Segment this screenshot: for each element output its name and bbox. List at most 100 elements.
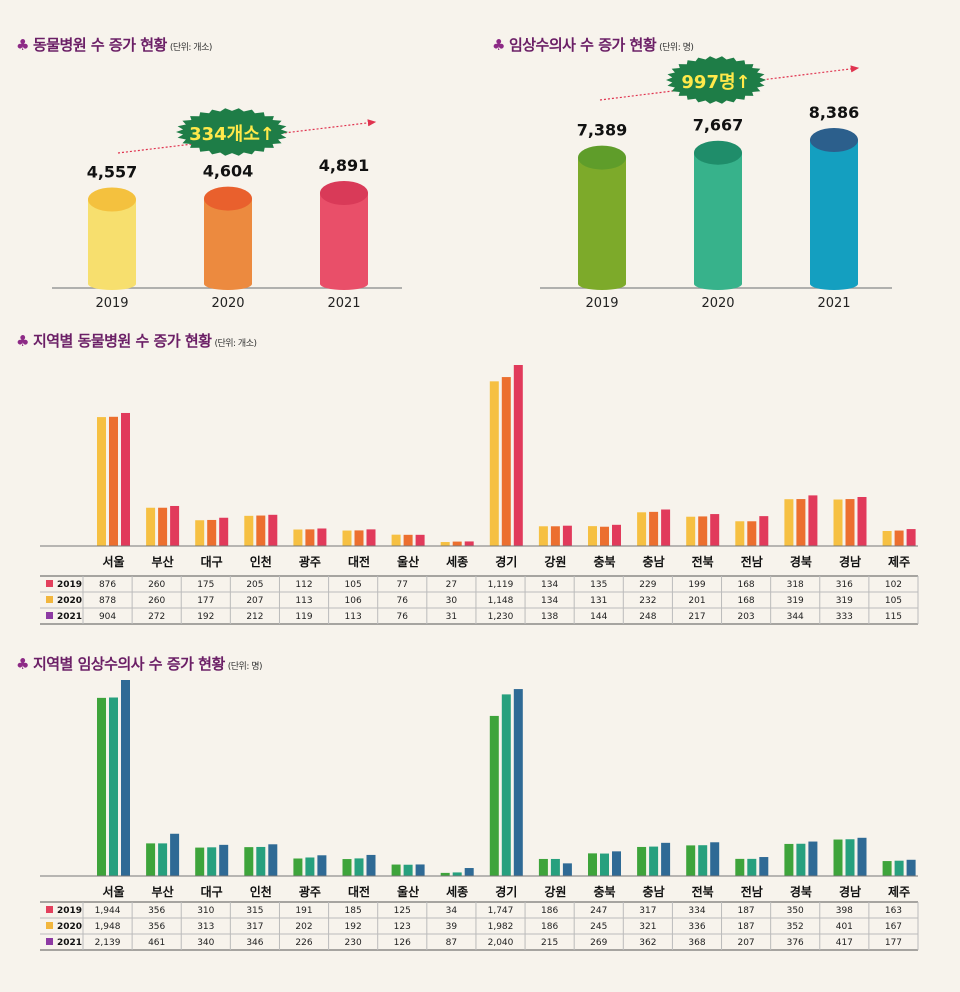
region-vet-bar-인천-2021 xyxy=(268,844,278,876)
region-vet-bar-충남-2019 xyxy=(637,846,647,876)
region-hospital-table-cell: 131 xyxy=(590,596,607,606)
region-hospital-bar-경남-2021 xyxy=(857,496,867,546)
vet-cylinder-top xyxy=(694,140,742,165)
region-hospital-bar-대구-2019 xyxy=(195,520,205,546)
region-vet-table-cell: 401 xyxy=(836,922,853,932)
region-vet-bar-울산-2021 xyxy=(415,864,425,876)
region-hospital-bar-전북-2019 xyxy=(686,516,696,546)
region-vet-row-label-2020: 2020 xyxy=(57,922,82,932)
region-vet-bar-경기-2020 xyxy=(501,694,511,876)
region-hospital-bar-전북-2020 xyxy=(698,516,708,546)
hospital-cylinder-body xyxy=(88,199,136,290)
region-vet-category-label: 경북 xyxy=(790,885,812,899)
hospital-cylinder-2019 xyxy=(88,187,136,290)
region-hospital-bar-전북-2021 xyxy=(710,514,720,546)
region-vet-table-cell: 163 xyxy=(885,906,902,916)
region-hospital-table-cell: 904 xyxy=(99,612,116,622)
region-vet-row-label-2021: 2021 xyxy=(57,938,82,948)
region-vet-table-cell: 126 xyxy=(394,938,411,948)
region-hospital-bar-서울-2020 xyxy=(109,416,118,546)
hospital-title-text: 동물병원 수 증가 현황 xyxy=(32,36,167,54)
region-hospital-bar-서울-2019 xyxy=(97,417,106,546)
region-vet-table-cell: 362 xyxy=(639,938,656,948)
region-vet-table-cell: 356 xyxy=(148,922,165,932)
region-vet-table-cell: 317 xyxy=(246,922,263,932)
region-vet-table-cell: 202 xyxy=(295,922,312,932)
region-hospital-table-cell: 212 xyxy=(246,612,263,622)
region-hospital-category-label: 경남 xyxy=(839,554,861,569)
region-vet-bar-충북-2020 xyxy=(600,853,609,876)
region-vet-table-cell: 247 xyxy=(590,906,607,916)
region-vet-bar-제주-2019 xyxy=(882,861,892,876)
vet-cylinder-2021 xyxy=(810,128,858,290)
vet-value-label: 7,389 xyxy=(577,121,628,140)
region-hospital-bar-대전-2019 xyxy=(342,530,352,546)
region-hospital-bar-충남-2021 xyxy=(661,509,671,546)
region-vet-bar-부산-2019 xyxy=(146,843,156,876)
region-hospital-bar-전남-2021 xyxy=(759,516,769,546)
region-hospital-table-cell: 113 xyxy=(295,596,312,606)
region-vet-bar-서울-2019 xyxy=(97,697,106,876)
region-vet-category-label: 대구 xyxy=(201,885,223,899)
region-vet-bar-제주-2020 xyxy=(894,860,904,876)
region-hospital-table-cell: 168 xyxy=(737,580,754,590)
region-hospital-table-cell: 203 xyxy=(737,612,754,622)
region-vet-table-cell: 334 xyxy=(688,906,705,916)
region-hospital-category-label: 제주 xyxy=(888,555,910,569)
region-vet-table-cell: 336 xyxy=(688,922,705,932)
region-hospital-bar-인천-2021 xyxy=(268,514,278,546)
region-hospital-table-cell: 217 xyxy=(688,612,705,622)
region-vet-row-label-2019: 2019 xyxy=(57,906,82,916)
region-hospital-table-cell: 260 xyxy=(148,580,165,590)
region-hospital-table-cell: 201 xyxy=(688,596,705,606)
region-hospital-table-cell: 192 xyxy=(197,612,214,622)
region-hospital-bar-경기-2020 xyxy=(501,377,511,546)
region-hospital-bar-충북-2021 xyxy=(612,524,621,546)
region-hospital-table-cell: 76 xyxy=(397,612,409,622)
region-hospital-table-cell: 135 xyxy=(590,580,607,590)
region-hospital-bar-세종-2021 xyxy=(464,541,474,546)
region-hospital-title-text: 지역별 동물병원 수 증가 현황 xyxy=(32,332,212,350)
region-vet-table-cell: 185 xyxy=(345,906,362,916)
region-vet-bar-대구-2019 xyxy=(195,847,205,876)
region-vet-table-cell: 191 xyxy=(295,906,312,916)
region-vet-category-label: 전남 xyxy=(741,884,763,899)
region-hospital-bar-부산-2020 xyxy=(158,507,168,546)
region-hospital-legend-swatch-2020 xyxy=(46,596,53,603)
club-icon: ♣ xyxy=(16,655,29,673)
region-vet-bar-전남-2021 xyxy=(759,857,769,876)
region-vet-table-cell: 1,747 xyxy=(488,906,514,916)
region-hospital-bar-대구-2020 xyxy=(207,519,217,546)
region-vet-category-label: 부산 xyxy=(152,884,174,899)
region-hospital-row-label-2021: 2021 xyxy=(57,612,82,622)
region-vet-category-label: 충북 xyxy=(593,884,615,899)
region-hospital-bar-충북-2020 xyxy=(600,526,609,546)
region-vet-table-cell: 123 xyxy=(394,922,411,932)
region-hospital-table-cell: 248 xyxy=(639,612,656,622)
region-hospital-bar-전남-2019 xyxy=(735,521,745,546)
hospital-value-label: 4,891 xyxy=(319,156,370,175)
region-vet-table-cell: 376 xyxy=(787,938,804,948)
hospital-cylinder-2021 xyxy=(320,181,368,290)
region-hospital-category-label: 대구 xyxy=(201,555,223,569)
region-vet-bar-경남-2020 xyxy=(845,839,855,876)
region-vet-table-cell: 321 xyxy=(639,922,656,932)
region-vet-table-cell: 226 xyxy=(295,938,312,948)
region-vet-bar-경북-2020 xyxy=(796,843,806,876)
region-hospital-table-cell: 175 xyxy=(197,580,214,590)
region-hospital-bar-충북-2019 xyxy=(588,526,597,546)
region-hospital-bar-부산-2021 xyxy=(170,505,180,546)
club-icon: ♣ xyxy=(16,36,29,54)
region-hospital-table-cell: 144 xyxy=(590,612,607,622)
region-vet-chart-title: ♣ 지역별 임상수의사 수 증가 현황 (단위: 명) xyxy=(16,653,263,674)
region-vet-table-cell: 39 xyxy=(446,922,458,932)
region-vet-table-cell: 317 xyxy=(639,906,656,916)
region-hospital-bar-서울-2021 xyxy=(121,412,130,546)
vet-cylinder-body xyxy=(578,157,626,290)
region-hospital-table-cell: 134 xyxy=(541,596,558,606)
region-vet-bar-충북-2021 xyxy=(612,851,621,876)
region-vet-bar-경남-2019 xyxy=(833,839,843,876)
region-vet-category-label: 세종 xyxy=(446,884,468,899)
region-vet-bar-세종-2020 xyxy=(452,872,462,876)
region-hospital-bar-울산-2021 xyxy=(415,534,425,546)
